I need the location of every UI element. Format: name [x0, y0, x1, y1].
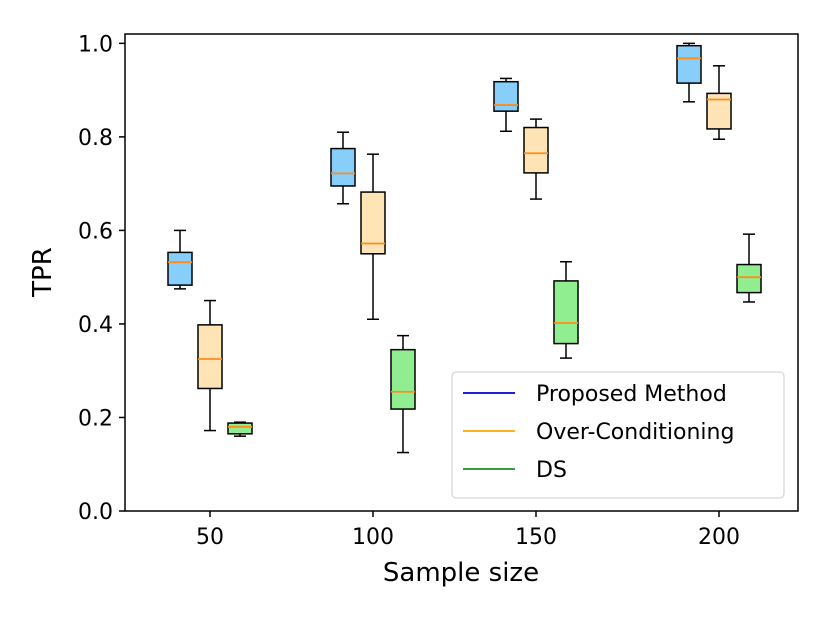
box-iqr	[167, 251, 193, 286]
chart-axes: 0.0 0.2 0.4 0.6 0.8 1.0 50 100 150 200	[78, 32, 740, 550]
box-iqr	[227, 422, 253, 435]
chart-marks	[167, 42, 762, 454]
x-tick-label: 50	[196, 525, 224, 550]
legend-frame	[451, 371, 785, 499]
box-iqr	[330, 147, 356, 187]
box-iqr	[553, 280, 579, 345]
x-tick-label: 100	[352, 525, 394, 550]
y-tick-label: 0.6	[78, 219, 113, 244]
box-iqr	[390, 348, 416, 410]
y-tick-label: 0.8	[78, 126, 113, 151]
x-tick-label: 200	[698, 525, 740, 550]
plot-frame	[124, 33, 799, 512]
box-0-1	[330, 131, 356, 205]
box-iqr	[197, 324, 223, 390]
box-iqr	[523, 126, 549, 174]
box-iqr	[360, 191, 386, 255]
box-1-2	[523, 118, 549, 200]
box-0-3	[676, 42, 702, 103]
box-2-0	[227, 421, 253, 437]
box-iqr	[736, 263, 762, 294]
box-iqr	[676, 44, 702, 84]
box-0-0	[167, 229, 193, 290]
box-1-0	[197, 299, 223, 432]
y-tick-label: 0.2	[78, 406, 113, 431]
box-2-2	[553, 260, 579, 359]
legend-label: Proposed Method	[536, 382, 727, 407]
legend: Proposed Method Over-Conditioning DS	[451, 371, 785, 499]
y-tick-label: 1.0	[78, 32, 113, 57]
box-2-1	[390, 334, 416, 454]
box-1-1	[360, 153, 386, 321]
legend-label: Over-Conditioning	[536, 420, 734, 445]
y-tick-label: 0.0	[78, 500, 113, 525]
box-1-3	[706, 65, 732, 140]
box-0-2	[493, 77, 519, 133]
y-axis-label: TPR	[28, 247, 58, 298]
legend-label: DS	[536, 458, 567, 483]
box-2-3	[736, 233, 762, 303]
x-axis-label: Sample size	[383, 558, 539, 588]
box-iqr	[493, 80, 519, 112]
x-tick-label: 150	[515, 525, 557, 550]
y-tick-label: 0.4	[78, 313, 113, 338]
